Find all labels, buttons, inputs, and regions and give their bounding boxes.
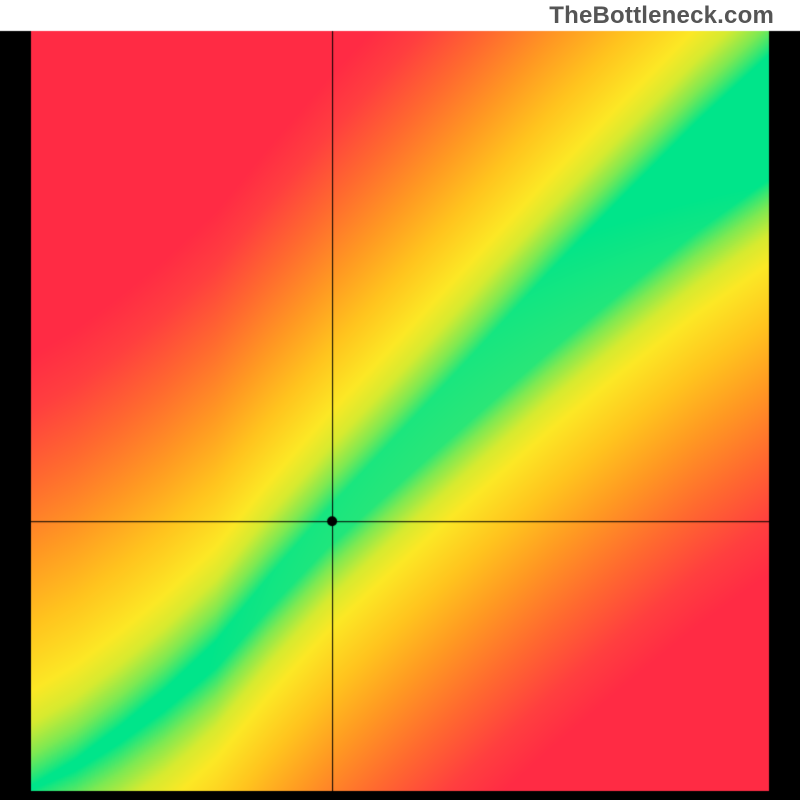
watermark-text: TheBottleneck.com [549,2,774,30]
bottleneck-heatmap [0,0,800,800]
